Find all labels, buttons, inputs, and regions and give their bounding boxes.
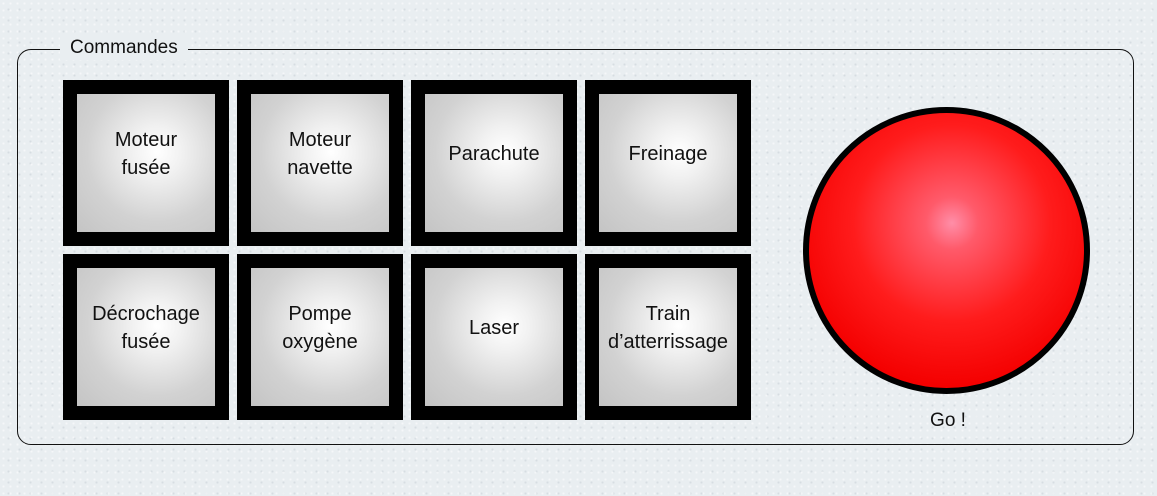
button-label: Moteur navette — [287, 129, 353, 179]
pompe-oxygene-button[interactable]: Pompe oxygène — [237, 254, 403, 420]
button-label: Train d’atterrissage — [607, 303, 729, 353]
button-label: Moteur fusée — [114, 129, 178, 179]
go-label: Go ! — [930, 410, 966, 431]
decrochage-fusee-button[interactable]: Décrochage fusée — [63, 254, 229, 420]
freinage-button[interactable]: Freinage — [585, 80, 751, 246]
command-grid: Moteur fusée Moteur navette Parachute Fr… — [63, 80, 751, 420]
parachute-button[interactable]: Parachute — [411, 80, 577, 246]
go-button[interactable] — [803, 107, 1090, 394]
commands-panel — [17, 49, 1134, 445]
panel-legend: Commandes — [60, 36, 188, 60]
moteur-fusee-button[interactable]: Moteur fusée — [63, 80, 229, 246]
button-label: Décrochage fusée — [92, 303, 200, 353]
button-label: Laser — [468, 317, 520, 339]
button-label: Freinage — [628, 143, 708, 165]
train-atterrissage-button[interactable]: Train d’atterrissage — [585, 254, 751, 420]
button-label: Pompe oxygène — [282, 303, 358, 353]
laser-button[interactable]: Laser — [411, 254, 577, 420]
moteur-navette-button[interactable]: Moteur navette — [237, 80, 403, 246]
button-label: Parachute — [448, 143, 540, 165]
